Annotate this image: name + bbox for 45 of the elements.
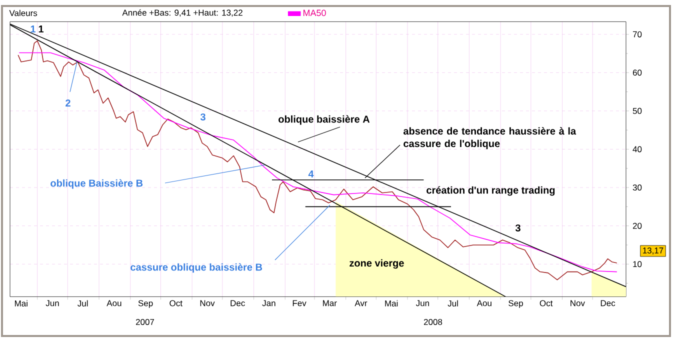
annotation: 2 [66,100,70,106]
x-tick-label: Avr [354,300,368,306]
x-tick-label: Aou [106,300,122,306]
x-tick-label: Fev [292,300,306,306]
text: 2007 [136,318,154,325]
text: 2008 [424,318,442,325]
text: Valeurs [9,10,38,16]
x-tick-label: Sep [508,300,523,308]
x-tick-label: Oct [170,300,182,306]
y-tick-label: 40 [632,146,642,152]
annotation: cassure oblique baissière B [130,263,262,273]
annotation: zone vierge [350,259,404,269]
annotation: 1 [38,26,44,32]
annotation: absence de tendance haussière à la cassure de l'oblique [404,127,576,150]
y-tick-label: 70 [632,31,642,38]
text: Année +Bas: 9,41 +Haut: 13,22 [122,9,242,17]
x-tick-label: Mar [323,300,337,306]
y-tick-label: 10 [633,261,642,268]
y-tick-label: 50 [632,108,642,114]
x-tick-label: Dec [600,300,616,306]
annotation: création d'un range trading [426,186,555,196]
legend-label: MA50 [303,10,326,16]
x-tick-label: Mai [385,300,398,306]
x-tick-label: Jun [46,300,59,306]
annotation: 1 [30,26,36,32]
x-tick-label: Mai [14,300,28,306]
x-tick-label: Sep [138,300,153,308]
y-tick-label: 60 [632,70,642,76]
y-tick-label: 20 [632,222,642,229]
annotation: oblique baissière A [278,115,370,125]
x-tick-label: Jul [78,300,88,306]
x-tick-label: Nov [570,300,585,306]
x-tick-label: Jul [448,300,458,306]
x-tick-label: Jun [416,300,429,306]
annotation: 4 [308,170,314,178]
x-tick-label: Nov [200,300,215,306]
annotation: 3 [515,224,520,232]
x-tick-label: Aou [476,300,492,306]
x-tick-label: Dec [230,300,245,306]
text: 13,17 [643,247,664,254]
y-tick-label: 30 [632,184,642,191]
annotation: 3 [200,113,206,121]
x-tick-label: Oct [540,300,553,306]
annotation: oblique Baissière B [50,179,143,189]
x-tick-label: Jan [262,300,276,306]
